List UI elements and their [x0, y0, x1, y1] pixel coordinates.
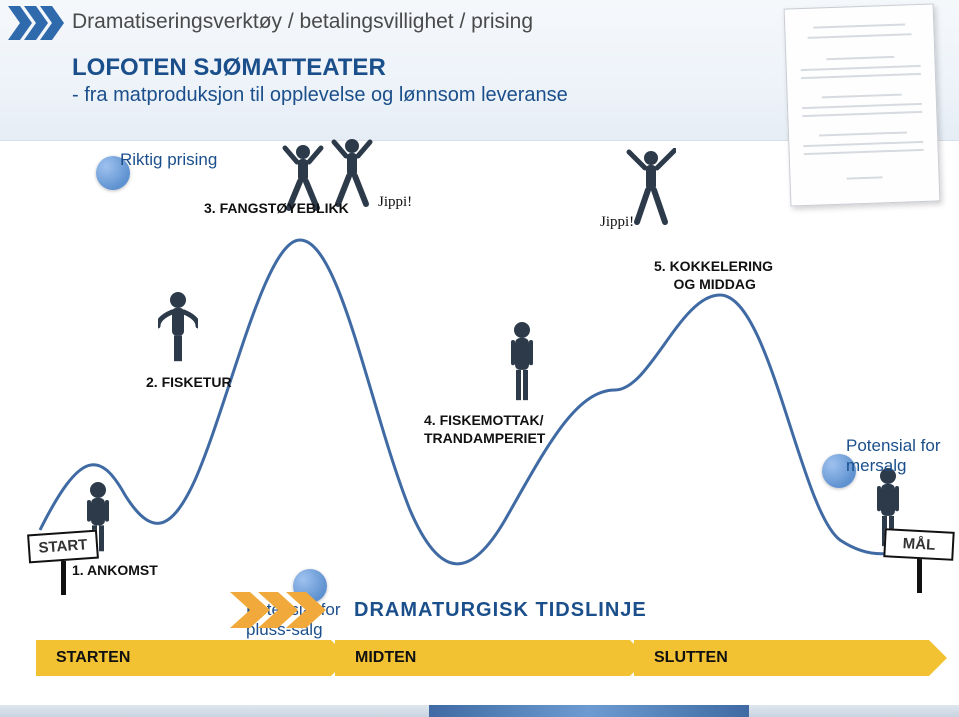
timeline-seg-mid-label: MIDTEN — [355, 649, 416, 667]
timeline-seg-mid: MIDTEN — [335, 640, 630, 676]
stage-label-kokk: 5. KOKKELERING OG MIDDAG — [654, 258, 773, 293]
stage-label-fisketur: 2. FISKETUR — [146, 374, 232, 392]
start-sign-label: START — [27, 530, 99, 564]
page-subtitle: - fra matproduksjon til opplevelse og lø… — [72, 84, 568, 107]
journey-curve — [0, 150, 959, 580]
dramaturgic-timeline-label: DRAMATURGISK TIDSLINJE — [354, 599, 647, 622]
speech-jippi2: Jippi! — [600, 214, 634, 231]
timeline-seg-end: SLUTTEN — [634, 640, 929, 676]
stage-label-mottak: 4. FISKEMOTTAK/ TRANDAMPERIET — [424, 412, 545, 447]
dramaturgic-timeline-label-row: DRAMATURGISK TIDSLINJE — [230, 590, 647, 630]
timeline-bar: STARTEN MIDTEN SLUTTEN — [36, 640, 929, 676]
journey-stage: 1. ANKOMST2. FISKETUR3. FANGSTØYEBLIKK4.… — [0, 150, 959, 580]
start-sign: START — [28, 532, 98, 595]
timeline-seg-end-label: SLUTTEN — [654, 649, 728, 667]
orange-chevrons-icon — [230, 590, 340, 630]
timeline-seg-start: STARTEN — [36, 640, 331, 676]
header-chevrons-icon — [8, 6, 66, 40]
goal-sign-label: MÅL — [883, 528, 954, 561]
footer-stripe — [0, 705, 959, 717]
breadcrumb: Dramatiseringsverktøy / betalingsvilligh… — [72, 10, 533, 34]
goal-sign: MÅL — [884, 530, 954, 593]
page-title: LOFOTEN SJØMATTEATER — [72, 54, 386, 82]
stage-label-fangst: 3. FANGSTØYEBLIKK — [204, 200, 349, 218]
timeline-seg-start-label: STARTEN — [56, 649, 130, 667]
speech-jippi1: Jippi! — [378, 194, 412, 211]
figure-f4 — [500, 320, 544, 409]
callout-label-d_mersalg: Potensial for mersalg — [846, 436, 941, 476]
slide-root: { "header": { "breadcrumb": "Dramatiseri… — [0, 0, 959, 717]
figure-f2 — [158, 290, 198, 371]
callout-label-d_riktig: Riktig prising — [120, 150, 217, 170]
